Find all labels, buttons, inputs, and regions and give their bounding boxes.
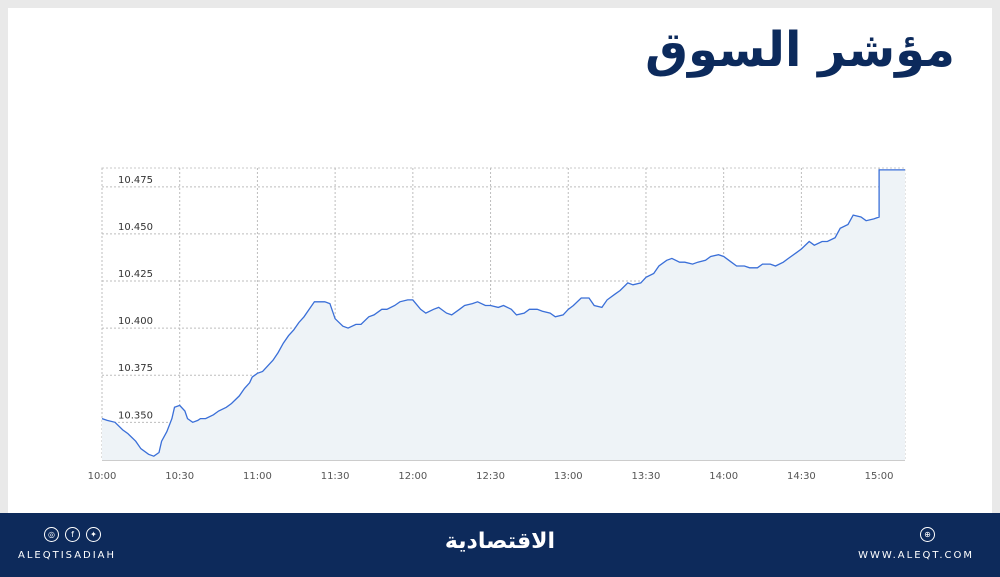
- y-tick-label: 10.425: [118, 269, 153, 280]
- y-tick-label: 10.450: [118, 222, 153, 233]
- x-axis-ticks: 10:00 10:30 11:00 11:30 12:00 12:30 13:00 13:30…: [88, 471, 894, 482]
- y-axis-ticks: 10.350 10.375 10.400 10.425 10.450 10.475: [118, 175, 153, 421]
- series-area: [102, 169, 905, 460]
- x-tick-label: 11:30: [321, 471, 350, 482]
- page-title: مؤشر السوق: [645, 22, 955, 78]
- brand-logo: الاقتصادية: [444, 529, 556, 554]
- series-line: [101, 169, 905, 457]
- x-tick-label: 11:00: [243, 471, 272, 482]
- x-tick-label: 12:30: [476, 471, 505, 482]
- market-index-chart: 10:00 10:30 11:00 11:30 12:00 12:30 13:00 13:30…: [88, 167, 906, 482]
- y-tick-label: 10.350: [118, 410, 153, 421]
- instagram-icon[interactable]: ◎: [44, 527, 59, 542]
- x-tick-label: 10:30: [165, 471, 194, 482]
- social-handle[interactable]: ALEQTISADIAH: [18, 550, 117, 561]
- globe-icon: ⊕: [920, 527, 935, 542]
- x-tick-label: 13:30: [632, 471, 661, 482]
- x-tick-label: 12:00: [398, 471, 427, 482]
- x-tick-label: 10:00: [88, 471, 117, 482]
- x-tick-label: 14:30: [787, 471, 816, 482]
- y-tick-label: 10.400: [118, 316, 153, 327]
- twitter-icon[interactable]: ✦: [86, 527, 101, 542]
- facebook-icon[interactable]: f: [65, 527, 80, 542]
- social-links: ◎ f ✦: [44, 527, 101, 542]
- y-tick-label: 10.475: [118, 175, 153, 186]
- x-tick-label: 13:00: [554, 471, 583, 482]
- x-tick-label: 14:00: [709, 471, 738, 482]
- website-link[interactable]: WWW.ALEQT.COM: [858, 550, 974, 561]
- x-tick-label: 15:00: [865, 471, 894, 482]
- footer-bar: ◎ f ✦ ALEQTISADIAH الاقتصادية ⊕ WWW.ALEQ…: [0, 513, 1000, 577]
- y-tick-label: 10.375: [118, 363, 153, 374]
